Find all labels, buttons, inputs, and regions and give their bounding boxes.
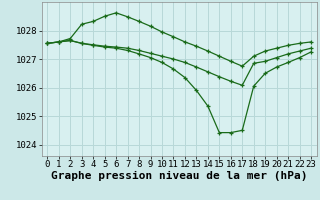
X-axis label: Graphe pression niveau de la mer (hPa): Graphe pression niveau de la mer (hPa) — [51, 171, 308, 181]
